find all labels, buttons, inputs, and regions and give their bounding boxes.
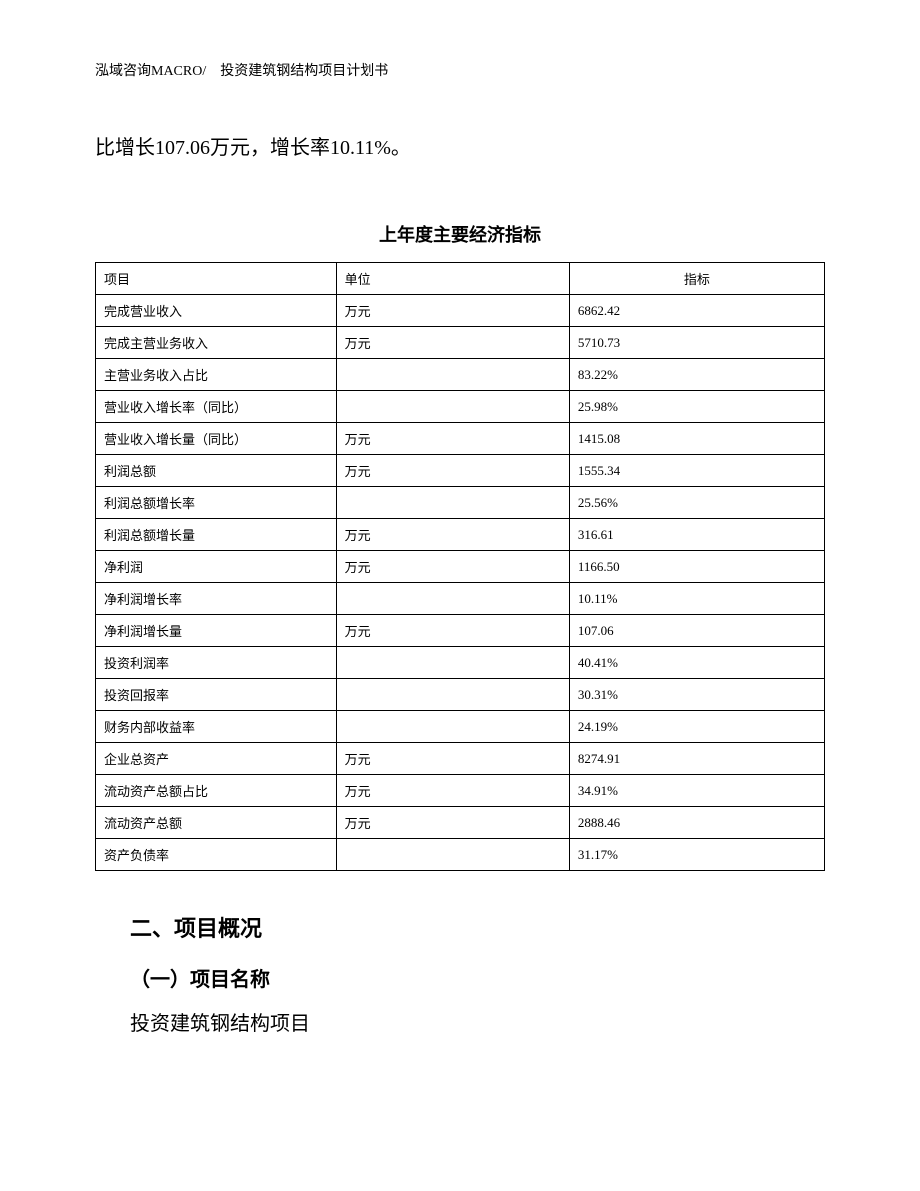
cell-unit: 万元 [336, 615, 569, 647]
cell-unit: 万元 [336, 743, 569, 775]
cell-value: 1166.50 [569, 551, 824, 583]
economic-indicators-table: 项目 单位 指标 完成营业收入 万元 6862.42 完成主营业务收入 万元 5… [95, 262, 825, 871]
cell-value: 1415.08 [569, 423, 824, 455]
column-header-value: 指标 [569, 263, 824, 295]
subsection-heading: （一）项目名称 [95, 963, 825, 992]
cell-item: 投资利润率 [96, 647, 337, 679]
cell-unit [336, 647, 569, 679]
cell-value: 10.11% [569, 583, 824, 615]
cell-value: 24.19% [569, 711, 824, 743]
table-row: 净利润增长量 万元 107.06 [96, 615, 825, 647]
body-paragraph: 比增长107.06万元，增长率10.11%。 [95, 130, 825, 166]
cell-item: 利润总额增长量 [96, 519, 337, 551]
table-row: 主营业务收入占比 83.22% [96, 359, 825, 391]
table-row: 流动资产总额占比 万元 34.91% [96, 775, 825, 807]
cell-unit [336, 391, 569, 423]
cell-item: 利润总额 [96, 455, 337, 487]
cell-item: 营业收入增长量（同比） [96, 423, 337, 455]
cell-unit: 万元 [336, 807, 569, 839]
table-title: 上年度主要经济指标 [95, 221, 825, 247]
cell-value: 30.31% [569, 679, 824, 711]
cell-unit [336, 679, 569, 711]
cell-value: 34.91% [569, 775, 824, 807]
cell-value: 316.61 [569, 519, 824, 551]
cell-item: 利润总额增长率 [96, 487, 337, 519]
table-row: 利润总额增长率 25.56% [96, 487, 825, 519]
table-row: 净利润 万元 1166.50 [96, 551, 825, 583]
cell-value: 2888.46 [569, 807, 824, 839]
table-row: 利润总额 万元 1555.34 [96, 455, 825, 487]
cell-item: 净利润增长量 [96, 615, 337, 647]
cell-unit [336, 839, 569, 871]
table-row: 流动资产总额 万元 2888.46 [96, 807, 825, 839]
table-row: 完成营业收入 万元 6862.42 [96, 295, 825, 327]
cell-value: 5710.73 [569, 327, 824, 359]
cell-item: 流动资产总额 [96, 807, 337, 839]
cell-value: 107.06 [569, 615, 824, 647]
table-row: 投资回报率 30.31% [96, 679, 825, 711]
cell-value: 40.41% [569, 647, 824, 679]
cell-unit [336, 711, 569, 743]
table-row: 财务内部收益率 24.19% [96, 711, 825, 743]
table-body: 完成营业收入 万元 6862.42 完成主营业务收入 万元 5710.73 主营… [96, 295, 825, 871]
table-row: 资产负债率 31.17% [96, 839, 825, 871]
cell-unit: 万元 [336, 519, 569, 551]
cell-item: 投资回报率 [96, 679, 337, 711]
cell-item: 净利润 [96, 551, 337, 583]
cell-value: 8274.91 [569, 743, 824, 775]
cell-item: 净利润增长率 [96, 583, 337, 615]
column-header-unit: 单位 [336, 263, 569, 295]
cell-item: 完成主营业务收入 [96, 327, 337, 359]
project-name: 投资建筑钢结构项目 [95, 1007, 825, 1036]
cell-item: 企业总资产 [96, 743, 337, 775]
table-row: 投资利润率 40.41% [96, 647, 825, 679]
cell-item: 主营业务收入占比 [96, 359, 337, 391]
table-row: 利润总额增长量 万元 316.61 [96, 519, 825, 551]
table-row: 营业收入增长量（同比） 万元 1415.08 [96, 423, 825, 455]
cell-unit: 万元 [336, 775, 569, 807]
cell-unit: 万元 [336, 551, 569, 583]
table-row: 净利润增长率 10.11% [96, 583, 825, 615]
cell-value: 31.17% [569, 839, 824, 871]
cell-unit: 万元 [336, 423, 569, 455]
page-header: 泓域咨询MACRO/ 投资建筑钢结构项目计划书 [95, 60, 825, 80]
cell-unit: 万元 [336, 295, 569, 327]
cell-unit [336, 487, 569, 519]
table-row: 营业收入增长率（同比） 25.98% [96, 391, 825, 423]
section-heading: 二、项目概况 [95, 911, 825, 943]
cell-value: 83.22% [569, 359, 824, 391]
column-header-item: 项目 [96, 263, 337, 295]
cell-value: 25.98% [569, 391, 824, 423]
cell-item: 流动资产总额占比 [96, 775, 337, 807]
cell-item: 资产负债率 [96, 839, 337, 871]
cell-value: 1555.34 [569, 455, 824, 487]
cell-item: 完成营业收入 [96, 295, 337, 327]
cell-item: 营业收入增长率（同比） [96, 391, 337, 423]
table-row: 企业总资产 万元 8274.91 [96, 743, 825, 775]
cell-value: 25.56% [569, 487, 824, 519]
cell-value: 6862.42 [569, 295, 824, 327]
cell-unit [336, 583, 569, 615]
table-row: 完成主营业务收入 万元 5710.73 [96, 327, 825, 359]
cell-item: 财务内部收益率 [96, 711, 337, 743]
cell-unit: 万元 [336, 327, 569, 359]
cell-unit: 万元 [336, 455, 569, 487]
cell-unit [336, 359, 569, 391]
table-header-row: 项目 单位 指标 [96, 263, 825, 295]
